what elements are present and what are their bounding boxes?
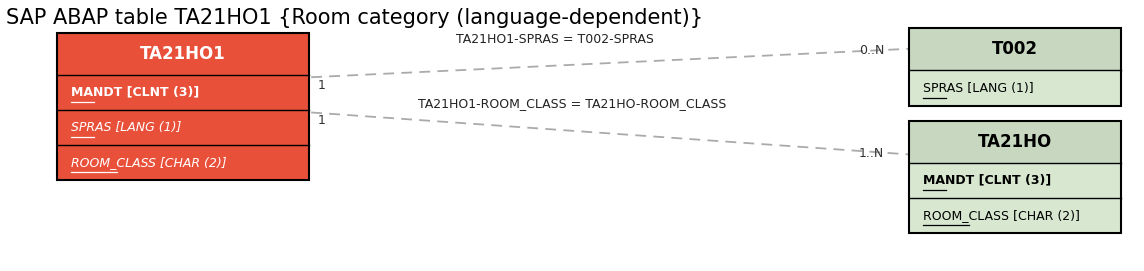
FancyBboxPatch shape [909, 28, 1121, 70]
FancyBboxPatch shape [57, 75, 309, 110]
FancyBboxPatch shape [909, 163, 1121, 198]
FancyBboxPatch shape [909, 198, 1121, 233]
FancyBboxPatch shape [909, 121, 1121, 163]
Text: 0..N: 0..N [859, 44, 884, 57]
Text: TA21HO: TA21HO [978, 133, 1052, 151]
Text: 1..N: 1..N [859, 147, 884, 160]
Text: ROOM_CLASS [CHAR (2)]: ROOM_CLASS [CHAR (2)] [923, 209, 1080, 222]
Text: SAP ABAP table TA21HO1 {Room category (language-dependent)}: SAP ABAP table TA21HO1 {Room category (l… [6, 8, 702, 28]
Text: ROOM_CLASS [CHAR (2)]: ROOM_CLASS [CHAR (2)] [71, 156, 227, 169]
Text: TA21HO1-ROOM_CLASS = TA21HO-ROOM_CLASS: TA21HO1-ROOM_CLASS = TA21HO-ROOM_CLASS [418, 97, 726, 110]
FancyBboxPatch shape [57, 33, 309, 75]
Text: T002: T002 [992, 40, 1039, 59]
Text: TA21HO1: TA21HO1 [141, 44, 225, 63]
Text: 1: 1 [318, 114, 326, 127]
FancyBboxPatch shape [57, 110, 309, 145]
Text: MANDT [CLNT (3)]: MANDT [CLNT (3)] [71, 86, 199, 99]
Text: MANDT [CLNT (3)]: MANDT [CLNT (3)] [923, 174, 1051, 187]
Text: TA21HO1-SPRAS = T002-SPRAS: TA21HO1-SPRAS = T002-SPRAS [456, 33, 653, 46]
FancyBboxPatch shape [57, 145, 309, 180]
Text: 1: 1 [318, 79, 326, 92]
FancyBboxPatch shape [909, 70, 1121, 106]
Text: SPRAS [LANG (1)]: SPRAS [LANG (1)] [923, 82, 1034, 95]
Text: SPRAS [LANG (1)]: SPRAS [LANG (1)] [71, 121, 181, 134]
